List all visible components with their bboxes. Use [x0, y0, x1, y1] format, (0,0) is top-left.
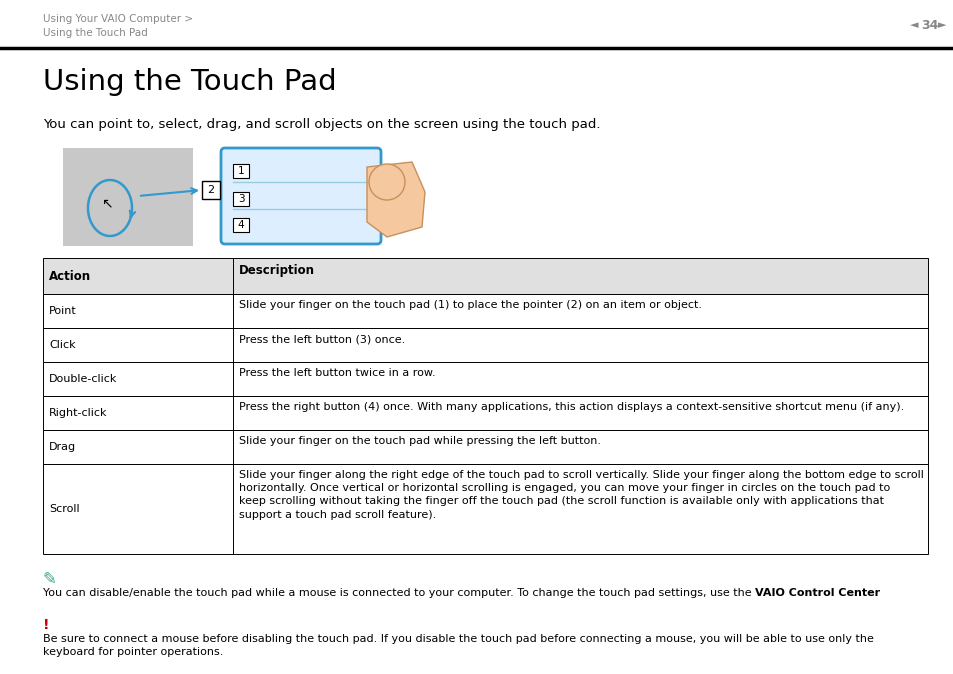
Text: Description: Description: [239, 264, 314, 277]
Text: 34: 34: [920, 19, 938, 32]
Text: !: !: [43, 618, 50, 632]
Text: You can disable/enable the touch pad while a mouse is connected to your computer: You can disable/enable the touch pad whi…: [43, 588, 755, 598]
Bar: [233, 164, 249, 178]
Text: Be sure to connect a mouse before disabling the touch pad. If you disable the to: Be sure to connect a mouse before disabl…: [43, 634, 873, 657]
Text: Drag: Drag: [49, 442, 76, 452]
Text: Scroll: Scroll: [49, 504, 79, 514]
Text: Press the right button (4) once. With many applications, this action displays a : Press the right button (4) once. With ma…: [239, 402, 903, 412]
Bar: [43, 328, 927, 362]
Bar: [43, 396, 927, 430]
Bar: [63, 148, 193, 246]
Bar: [43, 362, 927, 396]
Text: VAIO Control Center: VAIO Control Center: [755, 588, 880, 598]
Text: Press the left button (3) once.: Press the left button (3) once.: [239, 334, 405, 344]
Text: 1: 1: [237, 166, 244, 176]
Text: You can disable/enable the touch pad while a mouse is connected to your computer: You can disable/enable the touch pad whi…: [43, 588, 755, 598]
Text: Using the Touch Pad: Using the Touch Pad: [43, 28, 148, 38]
Text: 3: 3: [237, 194, 244, 204]
Text: ↖: ↖: [101, 196, 112, 210]
Text: Using the Touch Pad: Using the Touch Pad: [43, 68, 336, 96]
Bar: [233, 192, 249, 206]
Text: Slide your finger along the right edge of the touch pad to scroll vertically. Sl: Slide your finger along the right edge o…: [239, 470, 923, 520]
Text: Slide your finger on the touch pad (1) to place the pointer (2) on an item or ob: Slide your finger on the touch pad (1) t…: [239, 300, 701, 310]
Text: Slide your finger on the touch pad while pressing the left button.: Slide your finger on the touch pad while…: [239, 436, 600, 446]
Bar: [43, 294, 927, 328]
Bar: [43, 258, 927, 294]
Text: ◄: ◄: [909, 20, 918, 30]
Bar: [233, 218, 249, 232]
Text: Click: Click: [49, 340, 75, 350]
Polygon shape: [367, 162, 424, 237]
Text: Action: Action: [49, 270, 91, 282]
Text: ►: ►: [937, 20, 945, 30]
Bar: [43, 430, 927, 464]
Text: 2: 2: [207, 185, 214, 195]
FancyBboxPatch shape: [221, 148, 380, 244]
Text: Right-click: Right-click: [49, 408, 108, 418]
Text: Press the left button twice in a row.: Press the left button twice in a row.: [239, 368, 436, 378]
Text: .: .: [840, 588, 843, 598]
Text: 4: 4: [237, 220, 244, 230]
Text: Using Your VAIO Computer >: Using Your VAIO Computer >: [43, 14, 193, 24]
Text: Double-click: Double-click: [49, 374, 117, 384]
Bar: [43, 464, 927, 554]
Circle shape: [369, 164, 405, 200]
Text: ✎: ✎: [43, 570, 57, 588]
Text: Point: Point: [49, 306, 76, 316]
Text: You can point to, select, drag, and scroll objects on the screen using the touch: You can point to, select, drag, and scro…: [43, 118, 599, 131]
Bar: [202, 181, 220, 199]
